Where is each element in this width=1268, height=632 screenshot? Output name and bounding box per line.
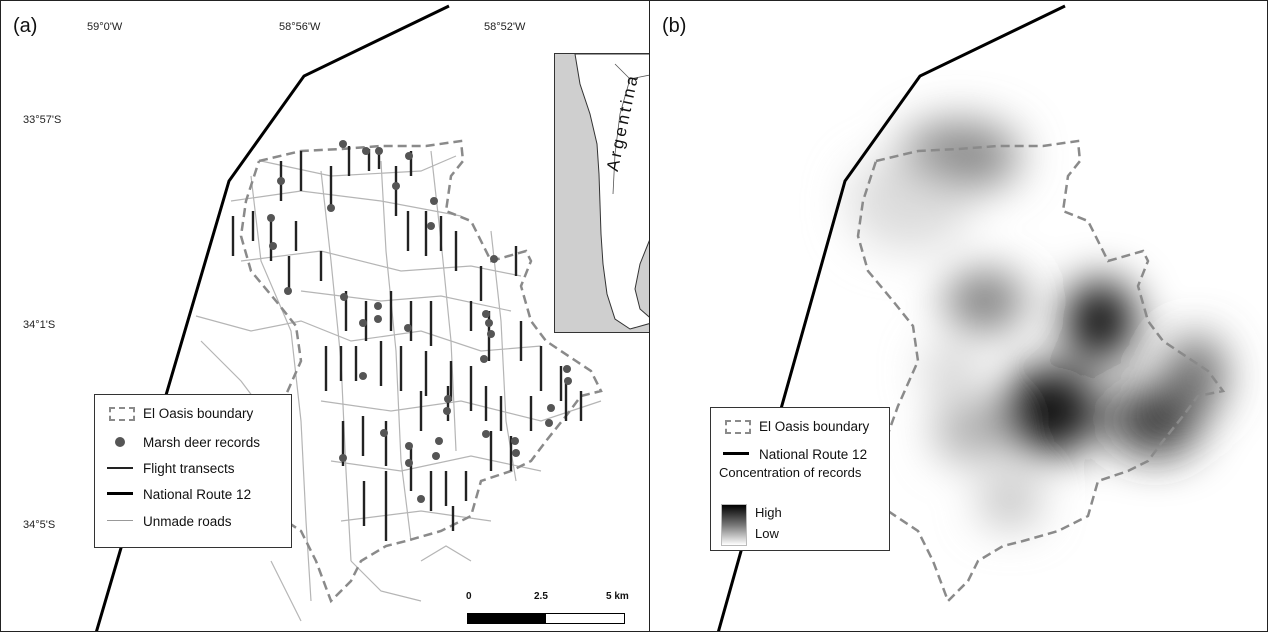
legend-roads-label: Unmade roads [143, 513, 232, 529]
boundary-legend-icon [721, 418, 751, 434]
transects-legend-icon [105, 460, 135, 476]
legend-records-label: Marsh deer records [143, 434, 261, 450]
route-legend-icon [105, 486, 135, 502]
el-oasis-boundary-b [856, 139, 1226, 604]
legend-transects-label: Flight transects [143, 460, 235, 476]
legend-low-label: Low [755, 526, 779, 541]
latitude-label: 34°5'S [23, 519, 56, 531]
legend-route-label: National Route 12 [759, 446, 868, 462]
panel-a-map: (a) 59°0'W 58°56'W 58°52'W 33°57'S 34°1'… [0, 0, 650, 632]
legend-panel-b: El Oasis boundary National Route 12 Conc… [710, 407, 890, 551]
map-a-canvas [95, 4, 603, 631]
legend-high-label: High [755, 505, 782, 520]
density-gradient-swatch [721, 504, 747, 546]
longitude-label: 58°52'W [484, 21, 526, 33]
scale-label-zero: 0 [466, 591, 472, 602]
latitude-label: 33°57'S [23, 114, 62, 126]
legend-boundary-label: El Oasis boundary [143, 405, 254, 421]
latitude-label: 34°1'S [23, 319, 56, 331]
boundary-legend-icon [105, 405, 135, 421]
longitude-label: 58°56'W [279, 21, 321, 33]
marsh-deer-records [267, 140, 572, 503]
panel-a-label: (a) [13, 15, 38, 37]
scale-label-mid: 2.5 [534, 591, 548, 602]
scale-bar: 0 2.5 5 km [464, 591, 634, 627]
legend-boundary-label: El Oasis boundary [759, 418, 870, 434]
unmade-roads [195, 150, 602, 622]
scale-label-end: 5 km [606, 591, 629, 602]
continent-land [574, 54, 649, 330]
records-legend-icon [105, 434, 135, 450]
panel-b-map: (b) El Oasis boundary National Route 12 … [649, 0, 1268, 632]
legend-route-label: National Route 12 [143, 486, 252, 502]
map-b-canvas [717, 4, 1226, 631]
inset-map-canvas [555, 54, 649, 332]
longitude-label: 59°0'W [87, 21, 123, 33]
south-america-inset: Argentina [554, 53, 649, 333]
route-legend-icon [721, 446, 751, 462]
legend-panel-a: El Oasis boundary Marsh deer records Fli… [94, 394, 292, 548]
panel-b-label: (b) [662, 15, 687, 37]
legend-density-title: Concentration of records [719, 465, 862, 480]
roads-legend-icon [105, 513, 135, 529]
record-density-surface [850, 121, 1225, 526]
